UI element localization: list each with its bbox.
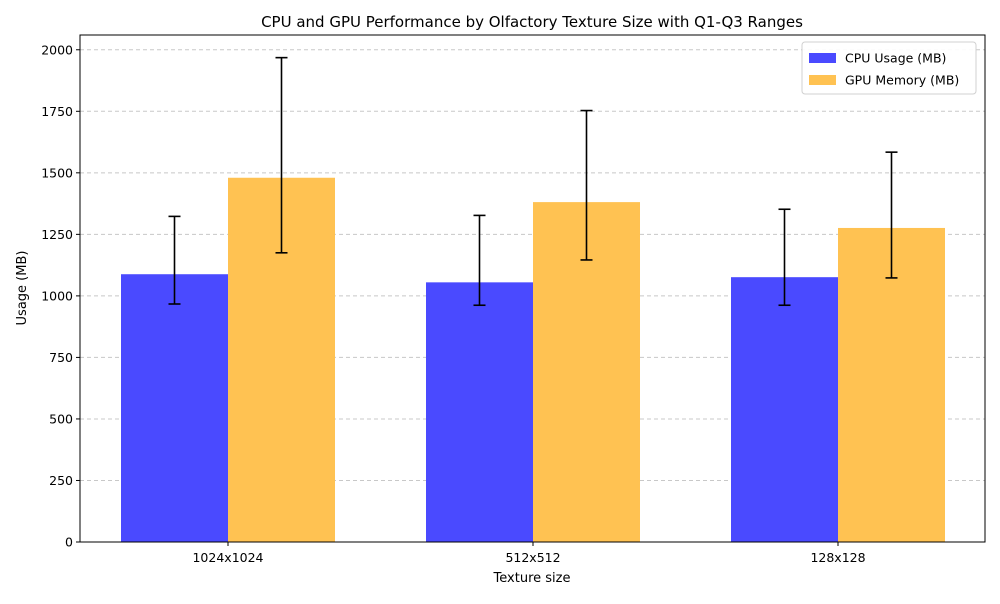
y-tick-label: 250	[49, 473, 73, 488]
legend: CPU Usage (MB) GPU Memory (MB)	[801, 41, 977, 95]
bar	[838, 227, 945, 543]
x-tick-label: 512x512	[505, 550, 560, 565]
legend-label: CPU Usage (MB)	[845, 51, 946, 66]
x-tick-label: 1024x1024	[192, 550, 263, 565]
x-axis-label: Texture size	[493, 571, 571, 586]
y-tick-label: 0	[65, 535, 73, 550]
y-axis-label: Usage (MB)	[15, 251, 30, 326]
legend-swatch	[809, 75, 836, 85]
y-tick-label: 2000	[41, 42, 73, 57]
y-tick-label: 500	[49, 411, 73, 426]
y-tick-label: 1000	[41, 288, 73, 303]
bar	[426, 282, 533, 542]
legend-swatch	[809, 53, 836, 63]
y-tick-label: 1500	[41, 165, 73, 180]
error-bars	[168, 56, 898, 307]
y-axis-ticks: 0 250 500 750 1000 1250 1500 1750 2000	[41, 42, 80, 550]
bar	[731, 277, 838, 542]
legend-box	[801, 41, 977, 95]
x-tick-label: 128x128	[810, 550, 865, 565]
y-tick-label: 1750	[41, 104, 73, 119]
legend-label: GPU Memory (MB)	[845, 73, 959, 88]
y-tick-label: 750	[49, 350, 73, 365]
chart-title: CPU and GPU Performance by Olfactory Tex…	[261, 13, 803, 31]
bars	[121, 177, 945, 543]
x-axis-ticks: 1024x1024 512x512 128x128	[192, 542, 866, 565]
y-tick-label: 1250	[41, 227, 73, 242]
bar	[121, 274, 228, 542]
